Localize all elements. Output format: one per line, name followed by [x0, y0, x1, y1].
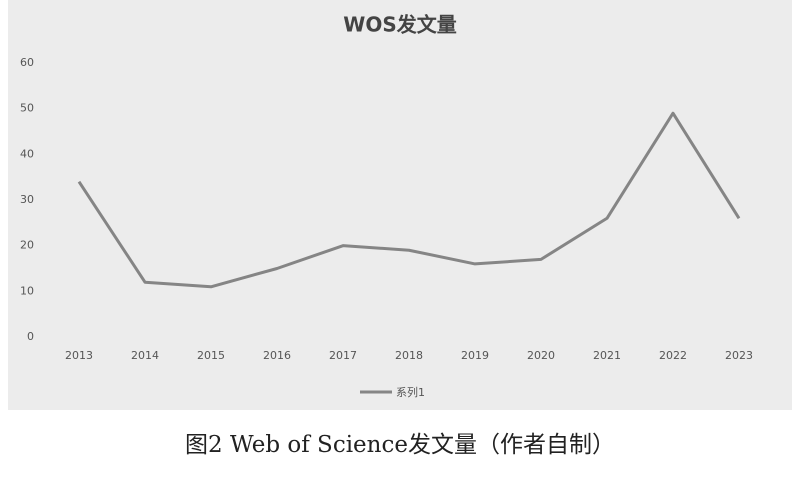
y-tick-label: 10 — [20, 284, 34, 297]
legend-label: 系列1 — [396, 385, 425, 399]
caption: 图2 Web of Science发文量（作者自制） — [185, 432, 615, 458]
x-tick-label: 2014 — [131, 349, 159, 362]
y-tick-label: 40 — [20, 147, 34, 160]
y-tick-label: 20 — [20, 239, 34, 252]
x-tick-label: 2018 — [395, 349, 423, 362]
x-tick-label: 2021 — [593, 349, 621, 362]
y-tick-label: 50 — [20, 102, 34, 115]
x-tick-label: 2022 — [659, 349, 687, 362]
x-tick-label: 2020 — [527, 349, 555, 362]
y-tick-label: 0 — [27, 330, 34, 343]
x-tick-label: 2015 — [197, 349, 225, 362]
x-tick-label: 2023 — [725, 349, 753, 362]
x-tick-label: 2013 — [65, 349, 93, 362]
y-tick-label: 60 — [20, 56, 34, 69]
y-tick-label: 30 — [20, 193, 34, 206]
x-tick-label: 2019 — [461, 349, 489, 362]
chart-background — [8, 0, 792, 410]
chart-title: WOS发文量 — [343, 13, 456, 37]
data-line — [77, 111, 741, 289]
x-tick-label: 2016 — [263, 349, 291, 362]
x-tick-label: 2017 — [329, 349, 357, 362]
